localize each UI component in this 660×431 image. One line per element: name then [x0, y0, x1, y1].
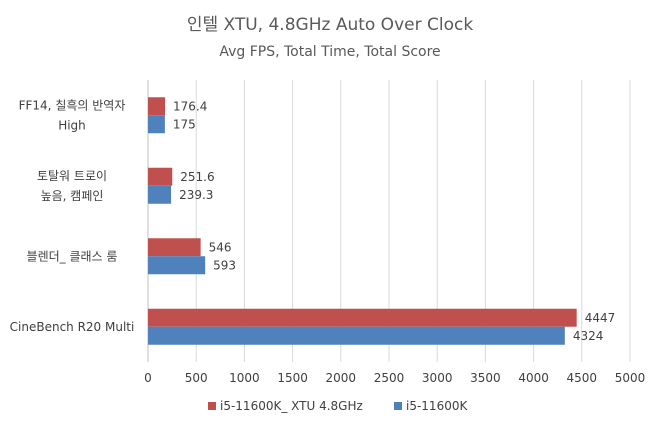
data-label: 251.6 [180, 170, 214, 184]
bar [148, 326, 565, 345]
grid-lines [147, 80, 631, 362]
x-tick-label: 5000 [615, 371, 646, 385]
x-tick-label: 3000 [422, 371, 453, 385]
data-label: 546 [209, 240, 232, 254]
category-label: 높음, 캠페인 [41, 189, 104, 203]
data-labels: 176.4 175 251.6 239.3 546 593 4447 4324 [173, 99, 615, 343]
x-tick-labels: 0 500 1000 1500 2000 2500 3000 3500 4000 4500 5000 [144, 371, 645, 385]
bars [148, 97, 577, 345]
legend-swatch [208, 402, 216, 410]
bar [148, 97, 166, 116]
data-label: 593 [213, 258, 236, 272]
category-label: 블렌더_ 클래스 룸 [27, 249, 118, 263]
x-tick-label: 3500 [470, 371, 501, 385]
x-tick-label: 4000 [518, 371, 549, 385]
bar [148, 238, 201, 257]
data-label: 175 [173, 117, 196, 131]
chart-title: 인텔 XTU, 4.8GHz Auto Over Clock [187, 15, 473, 35]
x-tick-label: 500 [185, 371, 208, 385]
category-label: CineBench R20 Multi [10, 320, 135, 334]
legend-label: i5-11600K_ XTU 4.8GHz [220, 399, 363, 413]
data-label: 4447 [585, 311, 616, 325]
bar [148, 185, 172, 204]
x-tick-label: 1000 [229, 371, 260, 385]
category-label: 토탈워 트로이 [37, 169, 107, 183]
x-tick-label: 0 [144, 371, 152, 385]
x-tick-label: 1500 [277, 371, 308, 385]
data-label: 239.3 [179, 188, 213, 202]
chart-subtitle: Avg FPS, Total Time, Total Score [219, 44, 440, 60]
x-tick-label: 2000 [326, 371, 357, 385]
bar [148, 115, 165, 134]
category-label: High [58, 118, 86, 132]
legend-label: i5-11600K [406, 399, 468, 413]
data-label: 176.4 [173, 99, 207, 113]
category-label: FF14, 칠흑의 반역자 [19, 98, 126, 112]
bar [148, 308, 577, 327]
legend: i5-11600K_ XTU 4.8GHz i5-11600K [208, 399, 468, 413]
x-tick-label: 2500 [374, 371, 405, 385]
legend-swatch [394, 402, 402, 410]
x-tick-label: 4500 [567, 371, 598, 385]
bar [148, 167, 173, 186]
bar [148, 256, 206, 275]
data-label: 4324 [573, 329, 604, 343]
